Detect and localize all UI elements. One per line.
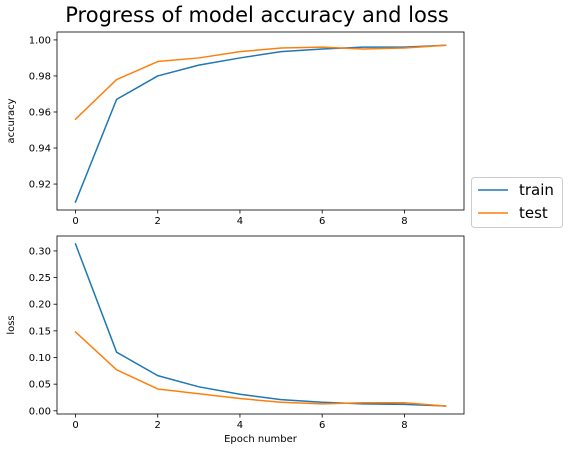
loss-xtick-label: 8 [401, 420, 407, 431]
accuracy-xtick-label: 4 [237, 216, 243, 227]
accuracy-ytick-label: 1.00 [29, 35, 51, 46]
loss-axes-frame [56, 235, 465, 415]
accuracy-xtick-label: 2 [155, 216, 161, 227]
accuracy-panel: 0 2 4 6 8 0.92 0.94 0.96 0.98 1.00 accuracy [6, 31, 465, 227]
legend-label-test: test [519, 204, 548, 222]
accuracy-ytick-label: 0.92 [29, 180, 51, 191]
loss-xtick-label: 0 [72, 420, 78, 431]
accuracy-xtick-label: 8 [401, 216, 407, 227]
loss-xlabel: Epoch number [224, 434, 298, 445]
accuracy-xtick-label: 0 [72, 216, 78, 227]
legend-label-train: train [519, 181, 554, 199]
accuracy-axes-frame [56, 31, 465, 211]
legend: train test [471, 177, 563, 228]
accuracy-xtick-label: 6 [319, 216, 325, 227]
loss-xtick-label: 6 [319, 420, 325, 431]
loss-panel: 0 2 4 6 8 0.00 0.05 0.10 0.15 0.20 0.25 0.30 loss Epo… [6, 235, 465, 445]
loss-xtick-label: 2 [155, 420, 161, 431]
loss-xtick-label: 4 [237, 420, 243, 431]
accuracy-ytick-label: 0.96 [29, 107, 51, 118]
accuracy-ylabel: accuracy [6, 98, 17, 143]
loss-ytick-label: 0.00 [29, 406, 51, 417]
loss-ytick-label: 0.10 [29, 353, 51, 364]
loss-ytick-label: 0.20 [29, 300, 51, 311]
accuracy-series-test [74, 44, 447, 121]
loss-ytick-label: 0.30 [29, 246, 51, 257]
accuracy-series-train [74, 44, 447, 204]
accuracy-ytick-label: 0.94 [29, 144, 51, 155]
loss-ylabel: loss [6, 315, 17, 334]
loss-ytick-label: 0.15 [29, 326, 51, 337]
accuracy-ytick-label: 0.98 [29, 71, 51, 82]
loss-series-train [74, 243, 447, 407]
loss-ytick-label: 0.25 [29, 273, 51, 284]
loss-ytick-label: 0.05 [29, 380, 51, 391]
figure-title: Progress of model accuracy and loss [65, 3, 448, 27]
loss-series-test [74, 330, 447, 407]
